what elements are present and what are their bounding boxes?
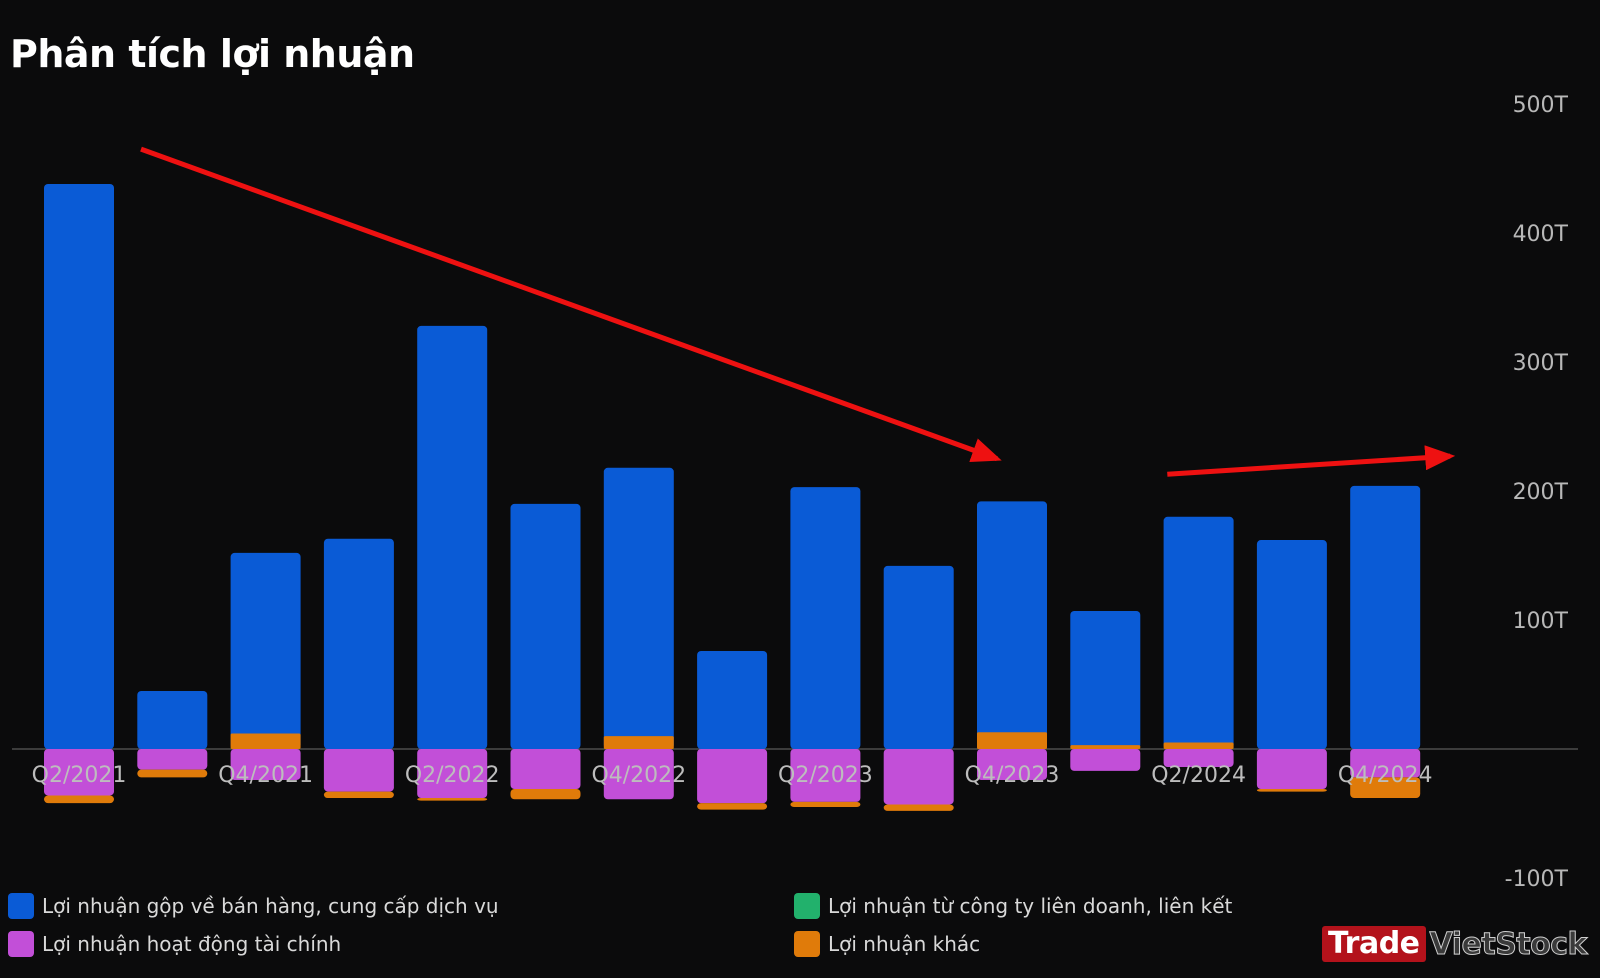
y-tick-label: 400T [1513,222,1569,247]
x-axis: Q2/2021 Q4/2021 Q2/2022 Q4/2022 Q2/2023 Q4/20… [32,763,1433,788]
bar-gross-profit [790,487,861,749]
bar-other [44,795,114,804]
y-tick-label: -100T [1505,867,1569,892]
bar-financial [883,749,954,805]
brand-logo: Trade VietStock [1322,926,1588,962]
x-tick-label: Q2/2022 [405,763,500,788]
bar-financial [1256,749,1327,789]
bar-gross-profit [1070,610,1141,749]
bar-gross-profit [697,650,768,749]
bar-other [137,769,208,778]
trend-arrow [1167,445,1456,477]
bar-financial [790,749,861,802]
bar-other [697,803,768,810]
x-tick-label: Q4/2021 [218,763,313,788]
bar-financial [1163,749,1234,768]
bar-gross-profit [603,467,674,749]
legend-swatch-financial [8,931,34,957]
bar-gross-profit [1350,485,1421,749]
bar-financial [697,749,768,804]
legend-item-gross-profit[interactable]: Lợi nhuận gộp về bán hàng, cung cấp dịch… [8,893,499,919]
legend: Lợi nhuận gộp về bán hàng, cung cấp dịch… [8,893,1268,973]
bar-other [1350,777,1421,799]
bar-financial [44,749,114,796]
y-axis: 500T 400T 300T 200T 100T -100T [1505,93,1569,892]
bar-financial [1070,749,1141,771]
legend-item-financial[interactable]: Lợi nhuận hoạt động tài chính [8,931,341,957]
trend-arrows [140,146,1456,477]
chart-title: Phân tích lợi nhuận [10,32,415,76]
x-tick-label: Q4/2023 [965,763,1060,788]
bar-group [44,183,1421,811]
legend-label: Lợi nhuận gộp về bán hàng, cung cấp dịch… [42,894,499,918]
bar-financial [137,749,208,770]
x-tick-label: Q2/2021 [32,763,127,788]
bar-gross-profit [1163,516,1234,749]
bar-gross-profit [883,565,954,749]
bar-other [510,788,581,800]
bar-financial [603,749,674,800]
y-tick-label: 500T [1513,93,1569,118]
bar-other [977,732,1047,749]
bar-other [323,791,394,799]
legend-label: Lợi nhuận từ công ty liên doanh, liên kế… [828,894,1233,918]
bar-gross-profit [230,552,301,749]
bar-financial [977,749,1047,780]
bar-other [230,733,301,749]
brand-logo-part1: Trade [1322,926,1426,962]
bar-other [417,798,488,801]
bar-gross-profit [417,325,488,749]
bar-financial [417,749,488,799]
bar-other [790,801,861,808]
bar-financial [230,749,301,780]
bar-financial [510,749,581,789]
legend-swatch-joint-venture [794,893,820,919]
legend-item-joint-venture[interactable]: Lợi nhuận từ công ty liên doanh, liên kế… [794,893,1232,919]
trend-arrow [140,146,1002,463]
brand-logo-part2: VietStock [1429,926,1588,962]
y-tick-label: 100T [1513,609,1569,634]
bar-other [603,736,674,749]
bar-gross-profit [137,690,208,749]
bar-gross-profit [323,538,394,749]
legend-item-other[interactable]: Lợi nhuận khác [794,931,980,957]
bar-gross-profit [44,183,114,750]
y-tick-label: 300T [1513,351,1569,376]
x-tick-label: Q2/2024 [1151,763,1246,788]
legend-swatch-gross-profit [8,893,34,919]
bar-gross-profit [977,501,1047,749]
legend-swatch-other [794,931,820,957]
bar-financial [1350,749,1421,778]
legend-label: Lợi nhuận khác [828,932,981,956]
bar-other [1256,788,1327,792]
bar-other [1070,745,1141,749]
x-tick-label: Q2/2023 [778,763,873,788]
bar-gross-profit [1256,540,1327,749]
bar-other [1163,742,1234,749]
x-tick-label: Q4/2024 [1338,763,1433,788]
bar-financial [323,749,394,792]
x-tick-label: Q4/2022 [591,763,686,788]
legend-label: Lợi nhuận hoạt động tài chính [42,932,342,956]
bar-other [883,804,954,811]
y-tick-label: 200T [1513,480,1569,505]
bar-gross-profit [510,503,581,749]
